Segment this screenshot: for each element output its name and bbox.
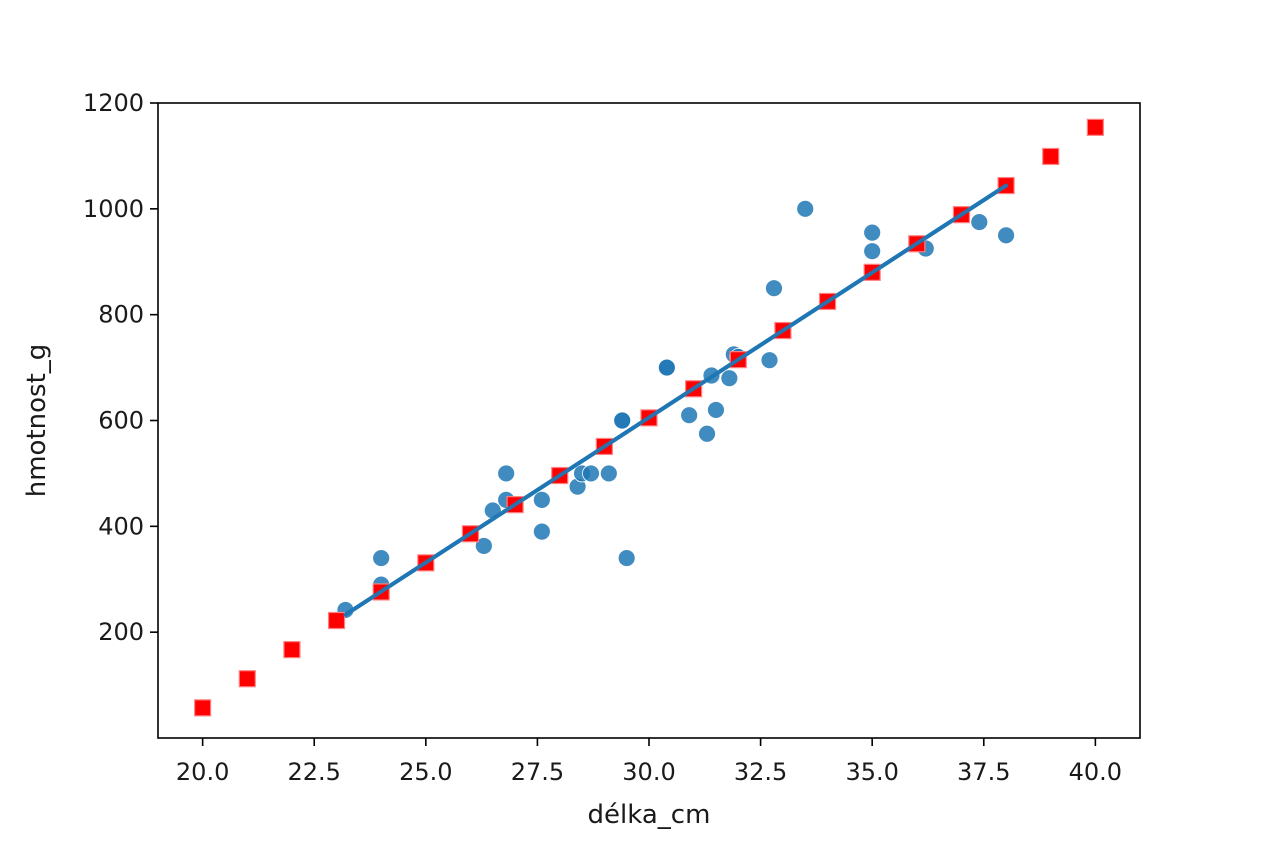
y-tick-label: 400 — [98, 512, 144, 540]
plot-series — [194, 118, 1104, 717]
measured-point — [760, 351, 779, 370]
measured-point — [796, 199, 815, 218]
x-axis-label: délka_cm — [588, 800, 711, 830]
x-tick-label: 27.5 — [511, 758, 564, 786]
x-tick-label: 30.0 — [622, 758, 675, 786]
measured-point — [474, 537, 493, 555]
y-tick-label: 1000 — [83, 195, 144, 223]
measured-point — [657, 358, 676, 377]
measured-point — [532, 522, 551, 541]
x-axis-ticks: 20.0 22.5 25.0 27.5 30.0 32.5 35.0 37.5 40.0 — [176, 738, 1122, 786]
measured-point — [497, 464, 516, 483]
predicted-point — [1086, 118, 1104, 136]
measured-point — [617, 549, 636, 567]
x-tick-label: 32.5 — [734, 758, 787, 786]
measured-point — [720, 369, 739, 388]
predicted-point — [327, 611, 346, 630]
measured-point — [582, 464, 600, 483]
x-tick-label: 35.0 — [845, 758, 898, 786]
measured-point — [707, 401, 725, 419]
measured-point — [765, 279, 783, 298]
predicted-point — [1042, 147, 1060, 166]
regression-line-overlay — [343, 183, 1009, 617]
x-tick-label: 25.0 — [399, 758, 452, 786]
measured-point — [863, 242, 882, 261]
measured-point — [863, 223, 882, 242]
measured-point — [532, 490, 551, 509]
y-tick-label: 800 — [98, 301, 144, 329]
y-axis-label: hmotnost_g — [22, 344, 52, 498]
measured-point — [372, 549, 391, 567]
measured-point — [997, 226, 1015, 245]
y-axis-ticks: 200 400 600 800 1000 1200 — [83, 89, 158, 646]
measured-point — [970, 213, 989, 231]
y-tick-label: 600 — [98, 407, 144, 435]
x-tick-label: 37.5 — [957, 758, 1010, 786]
measured-point — [680, 406, 699, 425]
predicted-point — [283, 641, 301, 659]
x-tick-label: 40.0 — [1069, 758, 1122, 786]
measured-point — [613, 411, 632, 430]
x-tick-label: 20.0 — [176, 758, 229, 786]
y-tick-label: 1200 — [83, 89, 144, 117]
y-tick-label: 200 — [98, 618, 144, 646]
x-tick-label: 22.5 — [288, 758, 341, 786]
plot-area-frame — [157, 102, 1141, 739]
measured-point — [599, 464, 618, 483]
predicted-point — [194, 699, 212, 717]
predicted-point — [238, 670, 256, 688]
measured-point — [698, 424, 716, 443]
